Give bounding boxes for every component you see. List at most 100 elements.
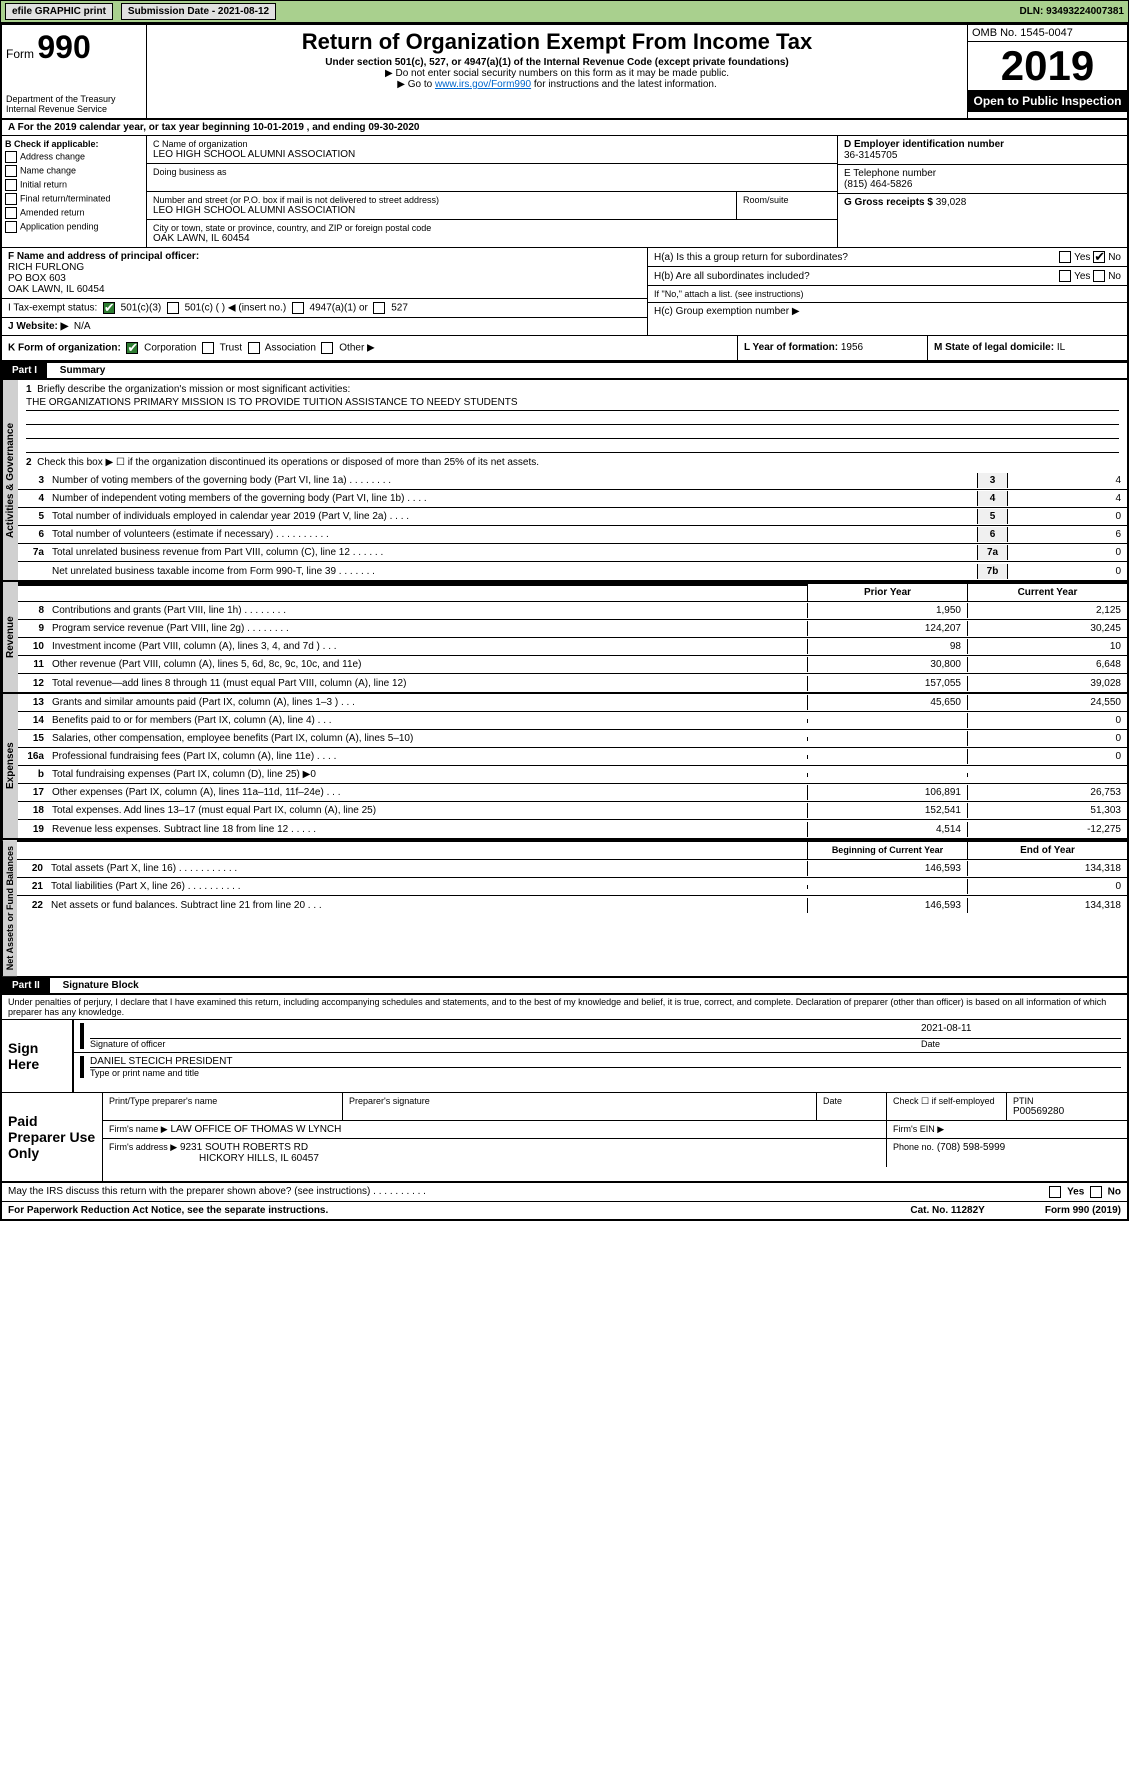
discuss-yes[interactable] — [1049, 1186, 1061, 1198]
part-ii-label: Part II — [2, 978, 50, 993]
summary-governance: Activities & Governance 1 Briefly descri… — [2, 380, 1127, 582]
part-i-label: Part I — [2, 363, 47, 378]
officer-addr2: OAK LAWN, IL 60454 — [8, 284, 641, 295]
printed-name-label: Type or print name and title — [90, 1068, 1121, 1078]
line-13: 13 Grants and similar amounts paid (Part… — [18, 694, 1127, 712]
officer-printed-name: DANIEL STECICH PRESIDENT — [90, 1056, 1121, 1068]
omb-number: OMB No. 1545-0047 — [968, 25, 1127, 42]
side-netassets: Net Assets or Fund Balances — [2, 840, 17, 976]
efile-print-btn[interactable]: efile GRAPHIC print — [5, 3, 113, 20]
line-15: 15 Salaries, other compensation, employe… — [18, 730, 1127, 748]
sig-officer-label: Signature of officer — [90, 1039, 921, 1049]
phone-value: (815) 464-5826 — [844, 179, 1121, 190]
calendar-year-row: A For the 2019 calendar year, or tax yea… — [2, 120, 1127, 136]
side-expenses: Expenses — [2, 694, 18, 838]
gross-label: G Gross receipts $ — [844, 197, 933, 208]
form-footer: For Paperwork Reduction Act Notice, see … — [2, 1202, 1127, 1219]
firm-phone: (708) 598-5999 — [937, 1142, 1005, 1153]
line-21: 21 Total liabilities (Part X, line 26) .… — [17, 878, 1127, 896]
current-year-header: Current Year — [967, 582, 1127, 601]
summary-netassets: Net Assets or Fund Balances Beginning of… — [2, 840, 1127, 977]
mission-text: THE ORGANIZATIONS PRIMARY MISSION IS TO … — [26, 395, 1119, 411]
firm-addr1: 9231 SOUTH ROBERTS RD — [180, 1142, 308, 1153]
check-trust[interactable] — [202, 342, 214, 354]
check-initial[interactable]: Initial return — [5, 179, 143, 191]
line-9: 9 Program service revenue (Part VIII, li… — [18, 620, 1127, 638]
col-b-title: B Check if applicable: — [5, 139, 143, 149]
line-10: 10 Investment income (Part VIII, column … — [18, 638, 1127, 656]
eoy-header: End of Year — [967, 840, 1127, 859]
submission-date: Submission Date - 2021-08-12 — [121, 3, 276, 20]
officer-name: RICH FURLONG — [8, 262, 641, 273]
boy-header: Beginning of Current Year — [807, 840, 967, 859]
discuss-row: May the IRS discuss this return with the… — [2, 1183, 1127, 1202]
col-f-i-j: F Name and address of principal officer:… — [2, 248, 647, 335]
hc-label: H(c) Group exemption number ▶ — [648, 303, 1127, 320]
hb-no[interactable] — [1093, 270, 1105, 282]
hb-note: If "No," attach a list. (see instruction… — [648, 286, 1127, 303]
check-final[interactable]: Final return/terminated — [5, 193, 143, 205]
ha-no[interactable] — [1093, 251, 1105, 263]
form-note-link: ▶ Go to www.irs.gov/Form990 for instruct… — [155, 79, 959, 90]
paid-preparer-label: Paid Preparer Use Only — [2, 1093, 102, 1181]
col-b-checkboxes: B Check if applicable: Address change Na… — [2, 136, 147, 247]
check-pending[interactable]: Application pending — [5, 221, 143, 233]
q1: Briefly describe the organization's miss… — [37, 384, 350, 395]
line-19: 19 Revenue less expenses. Subtract line … — [18, 820, 1127, 838]
line-3: 3 Number of voting members of the govern… — [18, 472, 1127, 490]
firm-name: LAW OFFICE OF THOMAS W LYNCH — [170, 1124, 341, 1135]
sig-date: 2021-08-11 — [921, 1023, 1121, 1039]
dept-treasury: Department of the Treasury Internal Reve… — [6, 94, 142, 114]
check-assoc[interactable] — [248, 342, 260, 354]
part-i-header: Part I Summary — [2, 362, 1127, 380]
check-501c3[interactable] — [103, 302, 115, 314]
calendar-year: A For the 2019 calendar year, or tax yea… — [2, 120, 425, 135]
dln: DLN: 93493224007381 — [1019, 6, 1124, 17]
line-22: 22 Net assets or fund balances. Subtract… — [17, 896, 1127, 914]
entity-section: B Check if applicable: Address change Na… — [2, 136, 1127, 248]
city-label: City or town, state or province, country… — [153, 223, 831, 233]
check-name-change[interactable]: Name change — [5, 165, 143, 177]
line-5: 5 Total number of individuals employed i… — [18, 508, 1127, 526]
org-name-label: C Name of organization — [153, 139, 831, 149]
check-other[interactable] — [321, 342, 333, 354]
efile-topbar: efile GRAPHIC print Submission Date - 20… — [0, 0, 1129, 23]
col-h: H(a) Is this a group return for subordin… — [647, 248, 1127, 335]
side-governance: Activities & Governance — [2, 380, 18, 580]
sign-here-label: Sign Here — [2, 1020, 72, 1092]
state-domicile: M State of legal domicile: IL — [927, 336, 1127, 360]
line-8: 8 Contributions and grants (Part VIII, l… — [18, 602, 1127, 620]
hb-label: H(b) Are all subordinates included? — [654, 271, 1059, 282]
line-11: 11 Other revenue (Part VIII, column (A),… — [18, 656, 1127, 674]
check-amended[interactable]: Amended return — [5, 207, 143, 219]
ha-yes[interactable] — [1059, 251, 1071, 263]
form-number-block: Form 990 Department of the Treasury Inte… — [2, 25, 147, 118]
hb-yes[interactable] — [1059, 270, 1071, 282]
check-address-change[interactable]: Address change — [5, 151, 143, 163]
city-value: OAK LAWN, IL 60454 — [153, 233, 831, 244]
org-name: LEO HIGH SCHOOL ALUMNI ASSOCIATION — [153, 149, 831, 160]
line-4: 4 Number of independent voting members o… — [18, 490, 1127, 508]
officer-label: F Name and address of principal officer: — [8, 251, 641, 262]
sig-disclaimer: Under penalties of perjury, I declare th… — [2, 995, 1127, 1020]
line-7b: Net unrelated business taxable income fr… — [18, 562, 1127, 580]
part-i-title: Summary — [50, 365, 106, 376]
side-revenue: Revenue — [2, 582, 18, 692]
irs-link[interactable]: www.irs.gov/Form990 — [435, 79, 531, 90]
footer-right: Form 990 (2019) — [1045, 1205, 1121, 1216]
k-row: K Form of organization: Corporation Trus… — [2, 336, 1127, 362]
form-number: 990 — [37, 29, 90, 65]
prior-year-header: Prior Year — [807, 582, 967, 601]
check-501c[interactable] — [167, 302, 179, 314]
room-label: Room/suite — [743, 195, 831, 205]
year-formation: L Year of formation: 1956 — [737, 336, 927, 360]
discuss-no[interactable] — [1090, 1186, 1102, 1198]
summary-expenses: Expenses 13 Grants and similar amounts p… — [2, 694, 1127, 840]
check-corp[interactable] — [126, 342, 138, 354]
footer-left: For Paperwork Reduction Act Notice, see … — [8, 1205, 328, 1216]
check-4947[interactable] — [292, 302, 304, 314]
line-17: 17 Other expenses (Part IX, column (A), … — [18, 784, 1127, 802]
part-ii-title: Signature Block — [53, 980, 139, 991]
check-527[interactable] — [373, 302, 385, 314]
q2: Check this box ▶ ☐ if the organization d… — [37, 457, 539, 468]
